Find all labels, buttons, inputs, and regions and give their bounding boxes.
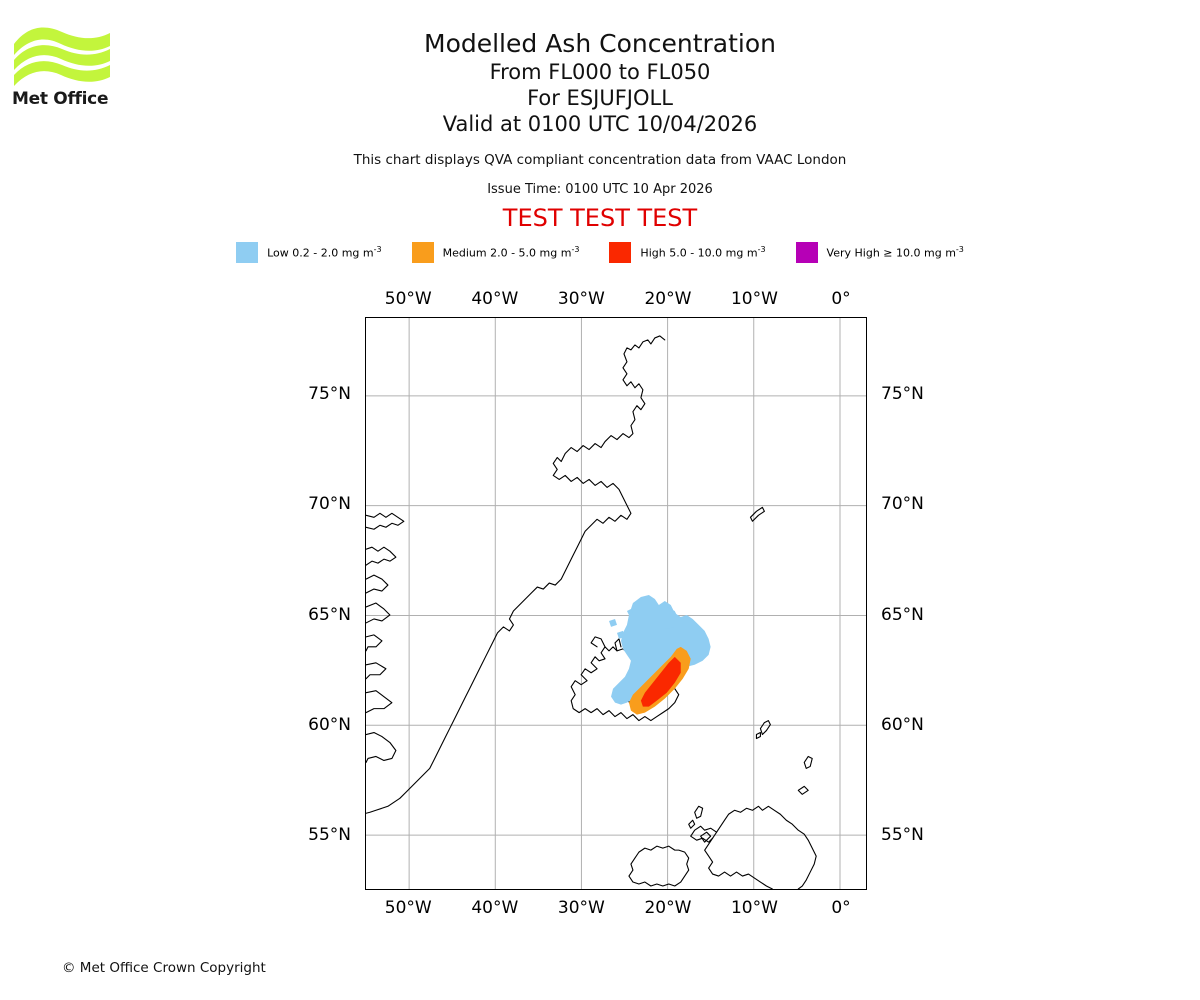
- lon-tick-bottom-0: 50°W: [384, 898, 432, 918]
- coastlines: [366, 335, 817, 889]
- legend-label-very-high: Very High ≥ 10.0 mg m-3: [826, 245, 964, 260]
- legend-swatch-medium: [411, 242, 434, 263]
- lon-tick-bottom-3: 20°W: [644, 898, 692, 918]
- legend-item-high: High 5.0 - 10.0 mg m-3: [609, 242, 766, 263]
- greenland-west-fragment-1: [366, 512, 405, 530]
- legend-units-exponent: -3: [373, 245, 382, 255]
- legend-item-medium: Medium 2.0 - 5.0 mg m-3: [411, 242, 580, 263]
- chart-note: This chart displays QVA compliant concen…: [353, 152, 847, 168]
- jan-mayen-island: [749, 506, 765, 522]
- test-banner: TEST TEST TEST: [502, 204, 698, 232]
- iceland-northwest-peninsula: [590, 636, 606, 648]
- ash-area-low-speck-1: [609, 618, 617, 627]
- lon-tick-bottom-1: 40°W: [471, 898, 519, 918]
- legend-label-medium: Medium 2.0 - 5.0 mg m-3: [442, 245, 580, 260]
- lat-tick-left-3: 70°N: [308, 494, 351, 515]
- copyright-notice: © Met Office Crown Copyright: [62, 960, 266, 976]
- ash-concentration-plume: [609, 595, 711, 715]
- lon-tick-bottom-4: 10°W: [730, 898, 778, 918]
- ash-area-low-speck-2: [616, 630, 625, 639]
- hebrides-islands-2: [688, 819, 696, 829]
- greenland-west-fragment-7: [366, 690, 393, 714]
- lat-tick-right-0: 55°N: [881, 824, 924, 845]
- scotland-west-coast-detail: [690, 825, 718, 843]
- skye-island: [700, 831, 712, 843]
- legend-item-very-high: Very High ≥ 10.0 mg m-3: [795, 242, 964, 263]
- legend-units-exponent: -3: [571, 245, 580, 255]
- lon-tick-top-1: 40°W: [471, 289, 519, 309]
- lon-tick-bottom-5: 0°: [831, 898, 851, 918]
- legend-units-exponent: -3: [955, 245, 964, 255]
- page-title: Modelled Ash Concentration: [424, 29, 776, 58]
- legend-units-exponent: -3: [757, 245, 766, 255]
- legend-label-low: Low 0.2 - 2.0 mg m-3: [267, 245, 382, 260]
- met-office-wave-mark: [14, 27, 110, 86]
- legend-swatch-very-high: [795, 242, 818, 263]
- greenland-west-fragment-3: [366, 574, 389, 594]
- valid-time: Valid at 0100 UTC 10/04/2026: [442, 112, 758, 136]
- greenland-west-fragment-2: [366, 546, 397, 566]
- great-britain-coastline: [704, 805, 817, 889]
- legend-item-low: Low 0.2 - 2.0 mg m-3: [236, 242, 382, 263]
- orkney-islands: [797, 785, 809, 795]
- lat-tick-left-2: 65°N: [308, 604, 351, 625]
- hebrides-islands: [694, 805, 704, 819]
- lat-tick-left-4: 75°N: [308, 384, 351, 405]
- shetland-islands: [803, 755, 813, 769]
- legend-swatch-high: [609, 242, 632, 263]
- greenland-coastline: [366, 335, 666, 814]
- greenland-west-fragment-6: [366, 662, 387, 680]
- lat-tick-right-3: 70°N: [881, 494, 924, 515]
- lon-tick-top-3: 20°W: [644, 289, 692, 309]
- volcano-name: For ESJUFJOLL: [527, 86, 673, 110]
- map-plot-frame: [365, 317, 867, 890]
- legend-swatch-low: [236, 242, 259, 263]
- faroe-islands: [759, 720, 771, 736]
- lon-tick-bottom-2: 30°W: [557, 898, 605, 918]
- chart-header: Modelled Ash Concentration From FL000 to…: [0, 28, 1200, 233]
- lon-tick-top-0: 50°W: [384, 289, 432, 309]
- lon-tick-top-5: 0°: [831, 289, 851, 309]
- met-office-logo-text: Met Office: [12, 89, 109, 109]
- concentration-legend: Low 0.2 - 2.0 mg m-3 Medium 2.0 - 5.0 mg …: [0, 242, 1200, 263]
- issue-time: Issue Time: 0100 UTC 10 Apr 2026: [487, 182, 713, 197]
- lat-tick-left-0: 55°N: [308, 824, 351, 845]
- lon-tick-top-2: 30°W: [557, 289, 605, 309]
- ash-area-low-speck-3: [626, 608, 633, 615]
- ash-area-low-lobe: [654, 606, 679, 629]
- faroe-islands-2: [755, 731, 761, 740]
- lat-tick-right-4: 75°N: [881, 384, 924, 405]
- lat-tick-right-2: 65°N: [881, 604, 924, 625]
- ash-area-high: [640, 656, 681, 707]
- map-canvas: [366, 318, 866, 889]
- ash-area-low: [611, 595, 711, 705]
- ireland-coastline: [628, 845, 690, 887]
- ash-concentration-map: 50°W 50°W 40°W 40°W 30°W 30°W 20°W 20°W 10°W 10°W…: [308, 289, 924, 918]
- lon-tick-top-4: 10°W: [730, 289, 778, 309]
- greenland-west-fragment-4: [366, 602, 391, 624]
- met-office-logo: Met Office: [12, 22, 122, 112]
- flight-level-range: From FL000 to FL050: [489, 60, 711, 84]
- legend-label-high: High 5.0 - 10.0 mg m-3: [640, 245, 766, 260]
- greenland-west-fragment-5: [366, 634, 383, 652]
- lat-tick-right-1: 60°N: [881, 714, 924, 735]
- lat-tick-left-1: 60°N: [308, 714, 351, 735]
- map-gridlines: [366, 318, 866, 889]
- iceland-north-fjords: [614, 638, 622, 652]
- greenland-south-tip: [366, 731, 397, 763]
